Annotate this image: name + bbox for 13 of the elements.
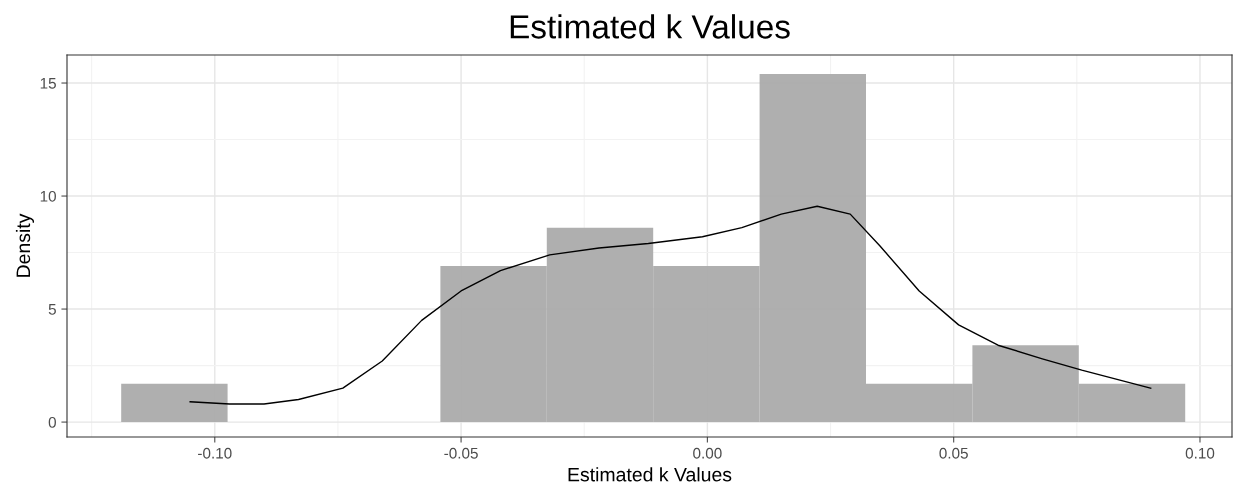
x-axis-title: Estimated k Values: [568, 467, 732, 482]
x-tick-label: -0.10: [198, 447, 232, 459]
line-series: [189, 205, 1152, 405]
x-tick-label: -0.05: [444, 447, 478, 459]
x-tick-label: 0.00: [693, 447, 722, 459]
x-tick-label: 0.10: [1185, 447, 1215, 459]
y-tick-label: 5: [48, 304, 56, 315]
x-tick-label: 0.05: [939, 447, 968, 459]
y-tick-label: 10: [40, 190, 56, 202]
chart-title: Estimated k Values: [510, 14, 790, 39]
y-axis-title: Density: [15, 213, 35, 277]
y-tick-label: 15: [40, 78, 56, 89]
y-tick-label: 0: [48, 416, 56, 428]
